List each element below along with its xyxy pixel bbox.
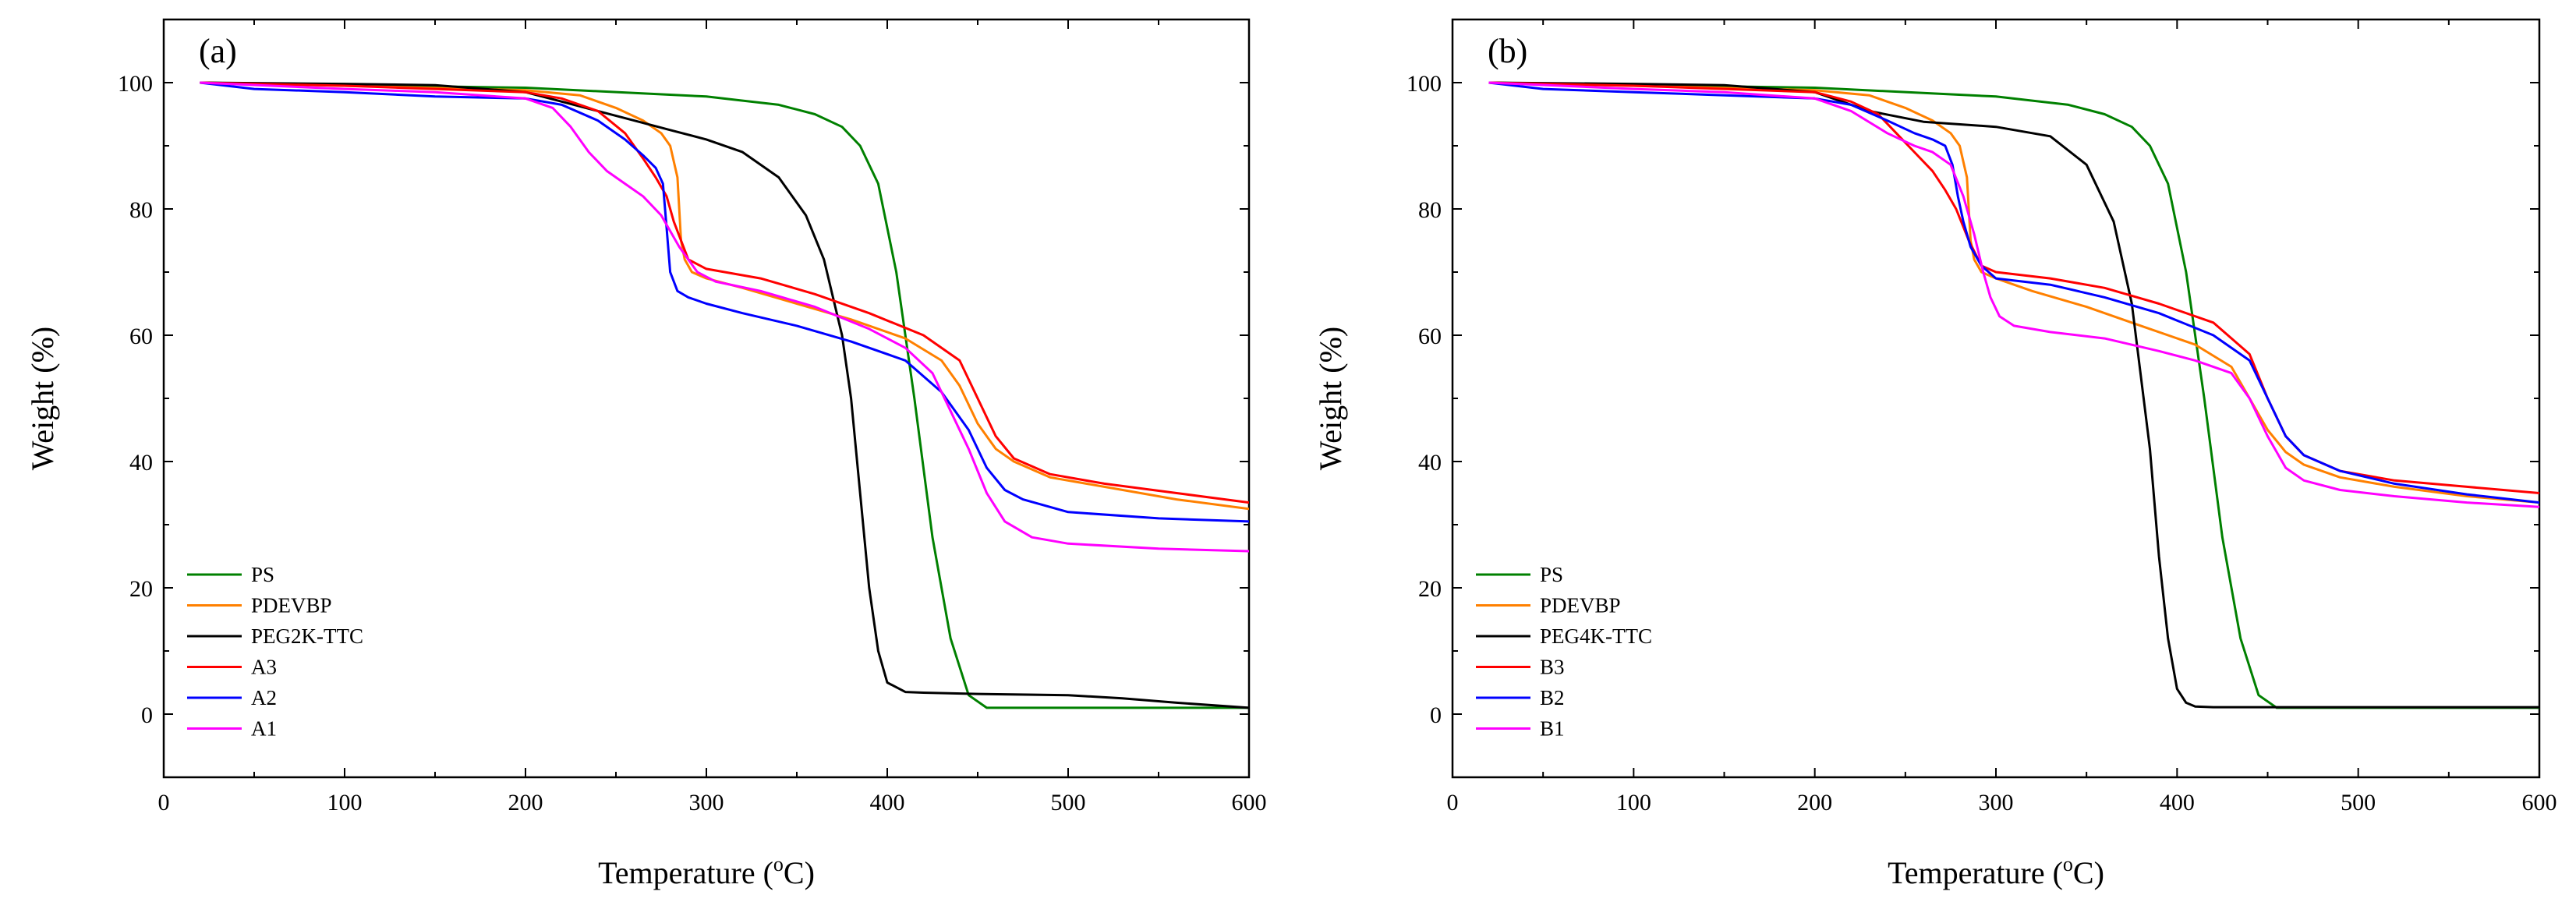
series-line-ps: [1488, 81, 2539, 709]
y-tick-label: 20: [129, 576, 153, 602]
legend: PS PDEVBP PEG4K-TTC B3 B2 B1: [1476, 563, 1652, 741]
x-tick-label: 500: [2341, 790, 2376, 815]
x-tick-label: 100: [327, 790, 363, 815]
y-tick-label: 100: [118, 71, 153, 97]
panel-label: (b): [1488, 32, 1527, 70]
x-tick-label: 400: [870, 790, 905, 815]
legend-label-ps: PS: [1540, 563, 1563, 586]
y-tick-label: 80: [129, 197, 153, 223]
panel-label: (a): [199, 32, 237, 70]
y-axis-title: Weight (%): [1313, 327, 1348, 471]
x-axis-title: Temperature (oC): [598, 853, 815, 890]
series-line-b2: [1488, 81, 2539, 504]
series-line-a1: [200, 81, 1249, 553]
x-tick-label: 600: [1232, 790, 1267, 815]
x-tick-label: 500: [1051, 790, 1086, 815]
legend-label-pdevbp: PDEVBP: [1540, 594, 1621, 617]
y-tick-label: 60: [129, 324, 153, 349]
series-line-peg2k-ttc: [200, 81, 1249, 709]
x-tick-label: 100: [1616, 790, 1651, 815]
legend-label-b2: B2: [1540, 686, 1565, 709]
y-tick-label: 80: [1418, 197, 1442, 223]
y-tick-label: 0: [141, 702, 153, 728]
x-tick-label: 300: [689, 790, 724, 815]
legend-label-peg2k-ttc: PEG2K-TTC: [251, 624, 363, 648]
x-tick-label: 200: [1797, 790, 1832, 815]
legend-label-a1: A1: [251, 717, 277, 741]
x-tick-label: 0: [1447, 790, 1459, 815]
y-tick-label: 20: [1418, 576, 1442, 602]
x-tick-label: 0: [158, 790, 170, 815]
y-tick-label: 0: [1430, 702, 1442, 728]
series-group: [1488, 81, 2539, 709]
x-axis-title: Temperature (oC): [1888, 853, 2104, 890]
legend-label-b1: B1: [1540, 717, 1565, 741]
series-line-b3: [1488, 81, 2539, 494]
legend-label-peg4k-ttc: PEG4K-TTC: [1540, 624, 1652, 648]
plot-frame: [162, 18, 1251, 779]
y-axis-title: Weight (%): [25, 327, 60, 471]
x-tick-label: 400: [2160, 790, 2195, 815]
y-tick-label: 40: [129, 450, 153, 476]
y-tick-label: 100: [1407, 71, 1442, 97]
plot-frame: [1451, 18, 2541, 779]
chart-panel-a: 0 100 200 300 400 500 600 0 20 40 60 80 100 Temperatu…: [25, 18, 1267, 890]
series-line-b1: [1488, 81, 2539, 508]
x-tick-label: 600: [2522, 790, 2557, 815]
series-line-ps: [200, 81, 1249, 709]
y-tick-label: 60: [1418, 324, 1442, 349]
legend-label-pdevbp: PDEVBP: [251, 594, 332, 617]
legend-label-a2: A2: [251, 686, 277, 709]
series-line-pdevbp: [1488, 81, 2539, 504]
x-tick-label: 200: [508, 790, 543, 815]
y-tick-label: 40: [1418, 450, 1442, 476]
series-line-a3: [200, 81, 1249, 504]
chart-panel-b: 0 100 200 300 400 500 600 0 20 40 60 80 100 Temperatu…: [1313, 18, 2557, 890]
legend-label-b3: B3: [1540, 656, 1565, 679]
legend-label-a3: A3: [251, 656, 277, 679]
legend: PS PDEVBP PEG2K-TTC A3 A2 A1: [187, 563, 363, 741]
series-group: [200, 81, 1249, 709]
series-line-a2: [200, 81, 1249, 523]
x-tick-label: 300: [1979, 790, 2014, 815]
legend-label-ps: PS: [251, 563, 274, 586]
series-line-peg4k-ttc: [1488, 81, 2539, 709]
